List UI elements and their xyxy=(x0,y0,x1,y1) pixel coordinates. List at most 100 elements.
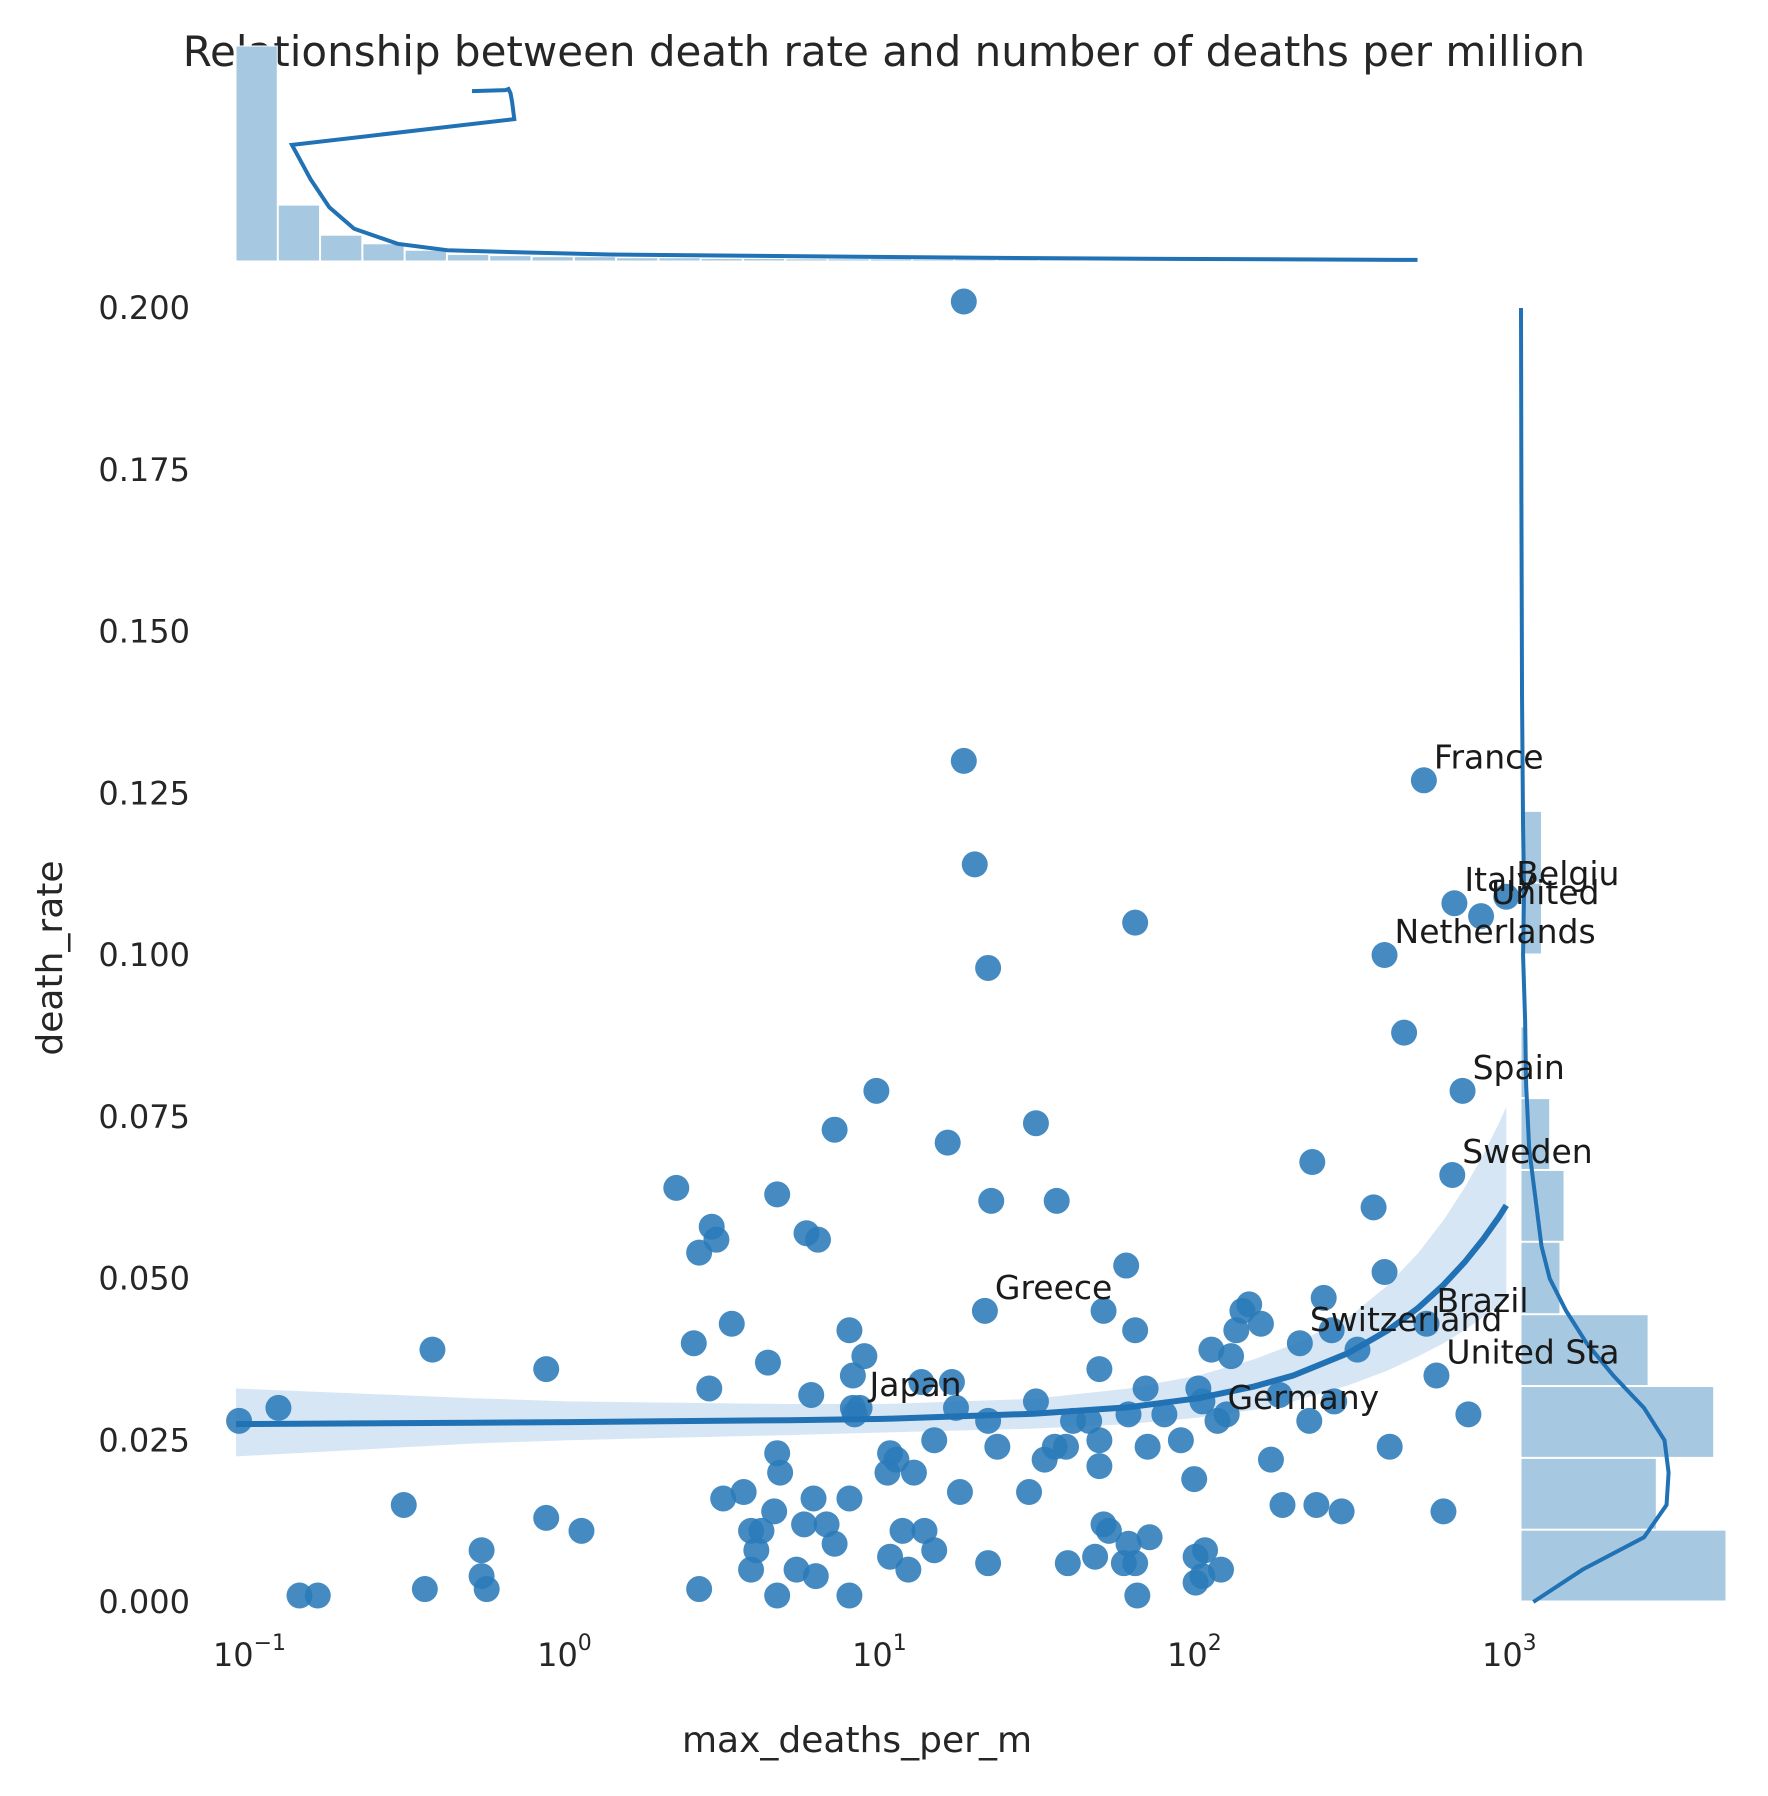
data-point xyxy=(1371,942,1398,968)
data-point xyxy=(390,1491,417,1518)
x-hist-bar xyxy=(616,257,659,262)
data-point xyxy=(1430,1498,1457,1525)
data-point xyxy=(975,954,1002,981)
data-point xyxy=(895,1556,922,1583)
data-point xyxy=(1122,1317,1149,1344)
y-tick-label: 0.075 xyxy=(98,1098,190,1136)
country-annotation: Switzerland xyxy=(1310,1300,1503,1339)
country-annotation: France xyxy=(1434,737,1544,776)
data-point xyxy=(1076,1407,1103,1434)
data-point xyxy=(1455,1401,1482,1428)
data-point xyxy=(889,1517,916,1544)
data-point xyxy=(419,1336,446,1363)
data-point xyxy=(1086,1427,1113,1454)
data-point xyxy=(821,1530,848,1557)
x-hist-bar xyxy=(404,249,447,262)
data-point xyxy=(265,1394,292,1421)
data-point xyxy=(468,1537,495,1564)
data-point xyxy=(975,1407,1002,1434)
y-hist-bar xyxy=(1520,1457,1657,1530)
data-point xyxy=(836,1485,863,1512)
data-point xyxy=(1296,1407,1323,1434)
chart-title: Relationship between death rate and numb… xyxy=(183,27,1586,76)
country-annotation: Spain xyxy=(1473,1048,1565,1087)
x-hist-bar xyxy=(362,243,405,262)
data-point xyxy=(1113,1252,1140,1279)
x-hist-bar xyxy=(489,255,532,262)
data-point xyxy=(1053,1433,1080,1460)
data-point xyxy=(1181,1466,1208,1493)
data-point xyxy=(1136,1524,1163,1551)
y-axis-ticks: 0.000 0.025 0.050 0.075 0.100 0.125 0.150 0.175… xyxy=(98,289,190,1621)
data-point xyxy=(1493,883,1520,910)
x-tick-label: 10−1 xyxy=(213,1631,286,1674)
x-hist-bar xyxy=(700,257,743,262)
y-tick-label: 0.125 xyxy=(98,774,190,812)
y-tick-label: 0.000 xyxy=(98,1583,190,1621)
x-marginal-histogram xyxy=(235,45,1420,262)
country-annotation: Sweden xyxy=(1462,1132,1592,1171)
data-point xyxy=(846,1394,873,1421)
country-annotation: United Sta xyxy=(1446,1333,1619,1372)
x-hist-bar xyxy=(235,45,278,262)
data-point xyxy=(961,851,988,878)
data-point xyxy=(1198,1336,1225,1363)
data-point xyxy=(764,1181,791,1208)
data-point xyxy=(473,1576,500,1603)
data-point xyxy=(1303,1491,1330,1518)
data-point xyxy=(1122,909,1149,936)
data-point xyxy=(710,1485,737,1512)
data-point xyxy=(1090,1297,1117,1324)
x-hist-bar xyxy=(827,258,870,262)
y-axis-label: death_rate xyxy=(30,860,71,1055)
data-point xyxy=(1376,1433,1403,1460)
data-point xyxy=(1360,1194,1387,1221)
data-point xyxy=(1321,1388,1348,1415)
data-point xyxy=(1310,1284,1337,1311)
data-point xyxy=(877,1543,904,1570)
data-point xyxy=(1318,1317,1345,1344)
data-point xyxy=(938,1369,965,1396)
data-point xyxy=(703,1226,730,1253)
x-kde-line xyxy=(288,86,1418,262)
x-hist-bar xyxy=(742,257,786,262)
x-hist-bar xyxy=(446,254,490,262)
data-point xyxy=(411,1576,438,1603)
data-point xyxy=(1022,1110,1049,1137)
x-tick-label: 103 xyxy=(1482,1631,1537,1674)
data-point xyxy=(696,1375,723,1402)
data-point xyxy=(1134,1433,1161,1460)
data-point xyxy=(1218,1343,1245,1370)
y-hist-bar xyxy=(1520,1314,1649,1387)
data-point xyxy=(1213,1401,1240,1428)
data-point xyxy=(1391,1019,1418,1046)
data-point xyxy=(971,1297,998,1324)
data-point xyxy=(1132,1375,1159,1402)
data-point xyxy=(821,1116,848,1143)
data-point xyxy=(946,1479,973,1506)
y-marginal-histogram xyxy=(1519,307,1727,1604)
x-hist-bar xyxy=(320,234,363,262)
scatter-points xyxy=(226,288,1520,1609)
y-hist-bar xyxy=(1520,1241,1561,1315)
data-point xyxy=(800,1485,827,1512)
data-point xyxy=(1192,1537,1219,1564)
data-point xyxy=(802,1563,829,1590)
data-point xyxy=(1167,1427,1194,1454)
regression-line xyxy=(235,1203,1509,1428)
data-point xyxy=(286,1582,313,1609)
data-point xyxy=(1266,1381,1293,1408)
data-point xyxy=(767,1459,794,1486)
y-tick-label: 0.150 xyxy=(98,613,190,651)
data-point xyxy=(730,1479,757,1506)
y-tick-label: 0.200 xyxy=(98,289,190,327)
data-point xyxy=(761,1498,788,1525)
data-point xyxy=(680,1330,707,1357)
data-point xyxy=(836,1582,863,1609)
data-point xyxy=(1299,1149,1326,1176)
data-point xyxy=(686,1576,713,1603)
y-hist-bar xyxy=(1520,1386,1715,1458)
data-point xyxy=(764,1582,791,1609)
data-point xyxy=(1095,1517,1122,1544)
